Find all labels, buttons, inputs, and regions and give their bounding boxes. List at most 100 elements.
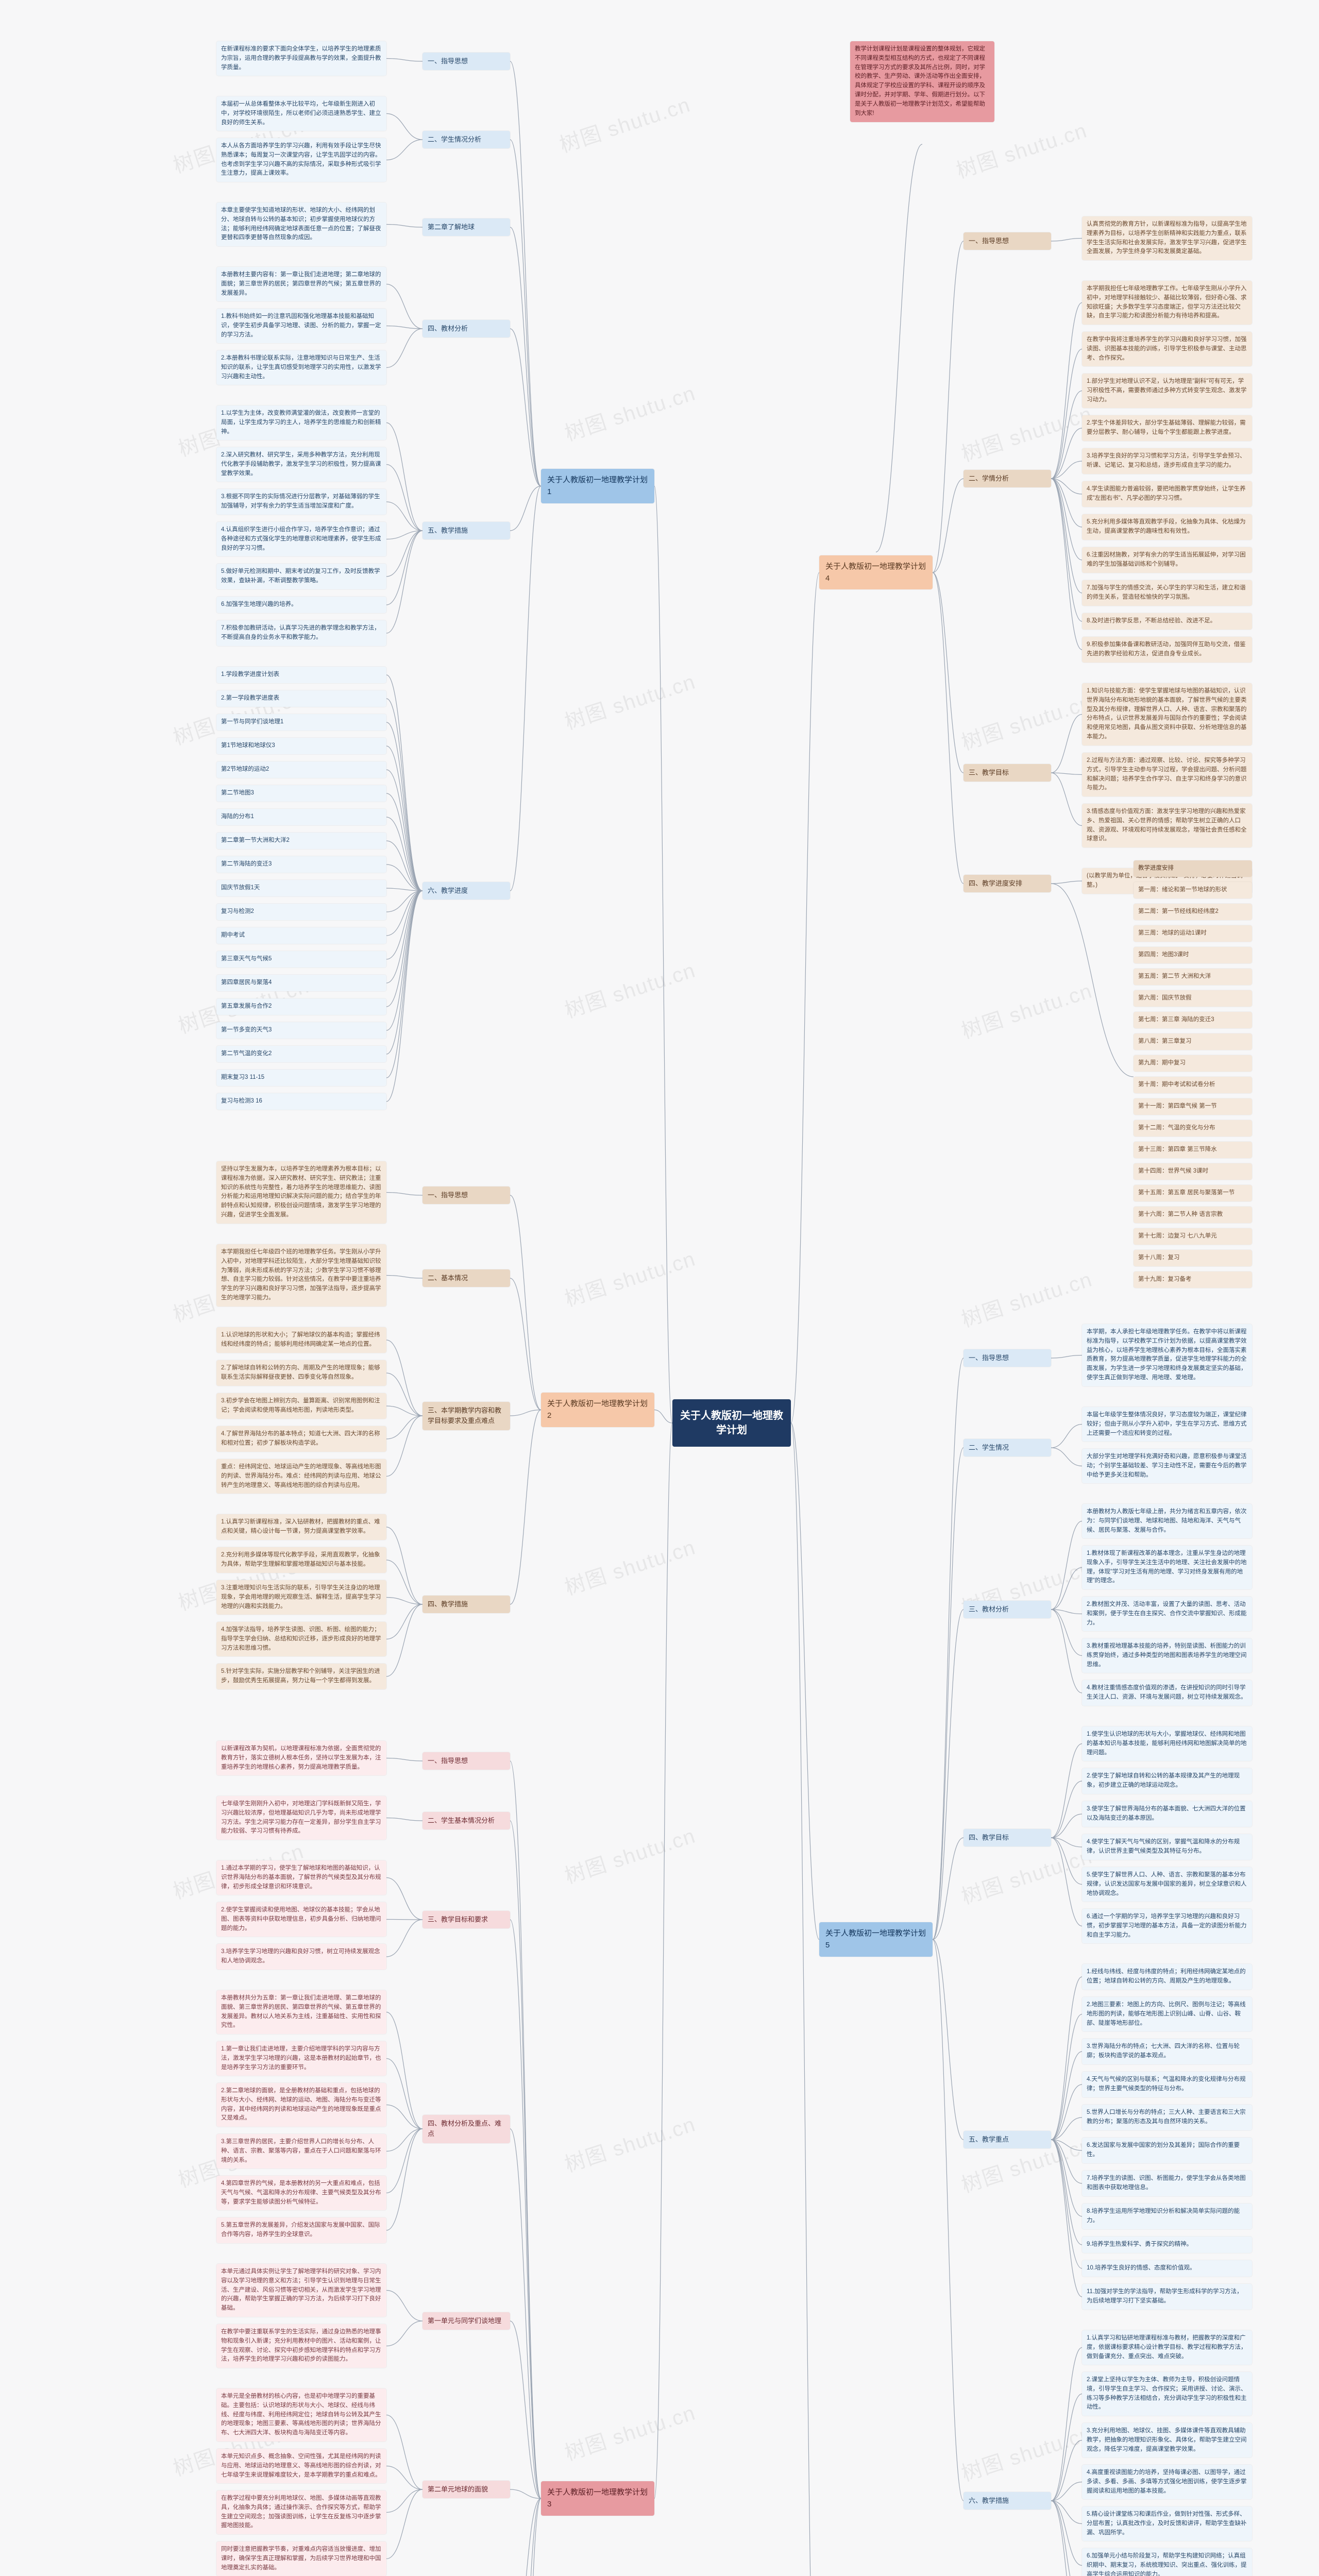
b5s3-leaf-0: 本册教材为人教版七年级上册，共分为绪言和五章内容，依次为：与同学们谈地理、地球和… [1082, 1504, 1252, 1538]
b1s6-leaf-17: 期末复习3 11-15 [216, 1070, 386, 1086]
b2s3-leaf-4: 重点：经纬网定位、地球运动产生的地理现象、等高线地形图的判读、世界海陆分布。难点… [216, 1459, 386, 1494]
b2s3: 三、本学期教学内容和教学目标要求及重点难点 [422, 1402, 510, 1430]
b5s3: 三、教材分析 [963, 1601, 1051, 1618]
b1s6-leaf-6: 海陆的分布1 [216, 809, 386, 825]
b5s5-leaf-6: 7.培养学生的读图、识图、析图能力，使学生学会从各类地图和图表中获取地理信息。 [1082, 2171, 1252, 2196]
b1s2-leaf-0: 本届初一从总体看整体水平比较平均，七年级新生刚进入初中，对学校环境很陌生，所以老… [216, 96, 386, 131]
b5s6: 六、教学措施 [963, 2492, 1051, 2510]
b2s4: 四、教学措施 [422, 1596, 510, 1613]
b1s6-leaf-5: 第二节地图3 [216, 785, 386, 802]
b1[interactable]: 关于人教版初一地理教学计划1 [541, 469, 654, 503]
b1s4-leaf-2: 2.本册教科书理论联系实际，注意地理知识与日常生产、生活知识的联系，让学生真切感… [216, 350, 386, 385]
b3s3-leaf-1: 2.使学生掌握阅读和使用地图、地球仪的基本技能；学会从地图、图表等资料中获取地理… [216, 1902, 386, 1937]
watermark: 树图 shutu.cn [957, 686, 1096, 756]
b1s1: 一、指导思想 [422, 53, 510, 70]
b2s4-leaf-3: 4.加强学法指导，培养学生读图、识图、析图、绘图的能力；指导学生学会归纳、总结和… [216, 1622, 386, 1656]
watermark: 树图 shutu.cn [957, 1840, 1096, 1910]
b5s6-leaf-4: 5.精心设计课堂练习和课后作业，做到针对性强、形式多样、分层布置；认真批改作业，… [1082, 2506, 1252, 2541]
b5s4-leaf-1: 2.使学生了解地球自转和公转的基本规律及其产生的地理现象，初步建立正确的地球运动… [1082, 1768, 1252, 1794]
b5s1-leaf-0: 本学期，本人承担七年级地理教学任务。在教学中将以新课程标准为指导，以学校教学工作… [1082, 1324, 1252, 1386]
watermark: 树图 shutu.cn [957, 1263, 1096, 1333]
b4s2-leaf-5: 4.学生读图能力普遍较弱，要把地图教学贯穿始终，让学生养成"左图右书"、凡学必图… [1082, 481, 1252, 507]
b1s6-leaf-13: 第四章居民与聚落4 [216, 975, 386, 991]
watermark: 树图 shutu.cn [555, 88, 694, 159]
b1s6-leaf-0: 1.学段教学进度计划表 [216, 667, 386, 683]
b3s4-leaf-3: 3.第三章世界的居民，主要介绍世界人口的增长与分布、人种、语言、宗教、聚落等内容… [216, 2134, 386, 2168]
b1s6-leaf-15: 第一节多变的天气3 [216, 1022, 386, 1039]
b4s2-leaf-1: 在教学中我将注重培养学生的学习兴趣和良好学习习惯，加强读图、识图基本技能的训练，… [1082, 332, 1252, 366]
b4s2-leaf-10: 9.积极参加集体备课和教研活动，加强同伴互助与交流，借鉴先进的教学经验和方法，促… [1082, 637, 1252, 663]
b1s3: 第二章了解地球 [422, 218, 510, 236]
b5s4-leaf-2: 3.使学生了解世界海陆分布的基本面貌、七大洲四大洋的位置以及海陆变迁的基本原因。 [1082, 1801, 1252, 1827]
b4s2-leaf-4: 3.培养学生良好的学习习惯和学习方法，引导学生学会预习、听课、记笔记、复习和总结… [1082, 448, 1252, 474]
b3s4-leaf-1: 1.第一章让我们走进地理，主要介绍地理学科的学习内容与方法，激发学生学习地理的兴… [216, 2041, 386, 2076]
b4s2-leaf-0: 本学期我担任七年级地理教学工作。七年级学生刚从小学升入初中，对地理学科接触较少、… [1082, 281, 1252, 325]
b5[interactable]: 关于人教版初一地理教学计划5 [819, 1922, 933, 1957]
b1s5-leaf-6: 7.积极参加教研活动，认真学习先进的教学理念和教学方法，不断提高自身的业务水平和… [216, 620, 386, 646]
b4s1-leaf-0: 认真贯彻党的教育方针，以新课程标准为指导，以提高学生地理素养为目标，以培养学生创… [1082, 216, 1252, 260]
b1s6-leaf-7: 第二章第一节大洲和大洋2 [216, 833, 386, 849]
b5s1: 一、指导思想 [963, 1349, 1051, 1367]
b4-sched-10: 第十周：期中考试和试卷分析 [1134, 1077, 1252, 1093]
b1s5-leaf-2: 3.根据不同学生的实际情况进行分层教学，对基础薄弱的学生加强辅导，对学有余力的学… [216, 489, 386, 515]
b1s2-leaf-1: 本人从各方面培养学生的学习兴趣，利用有效手段让学生尽快熟悉课本；每周复习一次课堂… [216, 138, 386, 182]
b5s6-leaf-1: 2.课堂上坚持以学生为主体、教师为主导，积极创设问题情境，引导学生自主学习、合作… [1082, 2372, 1252, 2416]
b4-sched-3: 第三周：地球的运动1课时 [1134, 925, 1252, 942]
watermark: 树图 shutu.cn [957, 2417, 1096, 2487]
b5s5-leaf-9: 10.培养学生良好的情感、态度和价值观。 [1082, 2260, 1252, 2277]
b3s4-leaf-2: 2.第二章地球的面貌，是全册教材的基础和重点，包括地球的形状与大小、经纬网、地球… [216, 2083, 386, 2127]
b5s3-leaf-2: 2.教材图文并茂、活动丰富，设置了大量的读图、思考、活动和案例，便于学生在自主探… [1082, 1597, 1252, 1631]
b4-sched-11: 第十一周：第四章气候 第一节 [1134, 1098, 1252, 1115]
b4-sched-15: 第十五周：第五章 居民与聚落第一节 [1134, 1185, 1252, 1201]
b1s6-leaf-14: 第五章发展与合作2 [216, 998, 386, 1015]
b4-sched-18: 第十八周：复习 [1134, 1250, 1252, 1266]
b1s5-leaf-4: 5.做好单元检测和期中、期末考试的复习工作，及时反馈教学效果，查缺补漏，不断调整… [216, 564, 386, 589]
b5s5-leaf-4: 5.世界人口增长与分布的特点；三大人种、主要语言和三大宗教的分布；聚落的形态及其… [1082, 2105, 1252, 2130]
b4s3-leaf-2: 3.情感态度与价值观方面：激发学生学习地理的兴趣和热爱家乡、热爱祖国、关心世界的… [1082, 804, 1252, 848]
b1s6-leaf-12: 第三章天气与气候5 [216, 951, 386, 968]
b5s3-leaf-1: 1.教材体现了新课程改革的基本理念，注重从学生身边的地理现象入手，引导学生关注生… [1082, 1546, 1252, 1589]
b5s5: 五、教学重点 [963, 2131, 1051, 2148]
b3[interactable]: 关于人教版初一地理教学计划3 [541, 2481, 654, 2516]
b1s5-leaf-1: 2.深入研究教材、研究学生，采用多种教学方法，充分利用现代化教学手段辅助教学，激… [216, 447, 386, 482]
b4s3: 三、教学目标 [963, 764, 1051, 782]
b1s5-leaf-0: 1.以学生为主体，改变教师满堂灌的做法，改变教师一言堂的局面，让学生成为学习的主… [216, 405, 386, 440]
b4-sched-17: 第十七周：边复习 七八九单元 [1134, 1228, 1252, 1245]
b1s6-leaf-1: 2.第一学段教学进度表 [216, 690, 386, 707]
watermark: 树图 shutu.cn [952, 114, 1091, 184]
b5s4-leaf-5: 6.通过一个学期的学习，培养学生学习地理的兴趣和良好习惯，初步掌握学习地理的基本… [1082, 1909, 1252, 1943]
b3s3-leaf-0: 1.通过本学期的学习，使学生了解地球和地图的基础知识，认识世界海陆分布的基本面貌… [216, 1860, 386, 1895]
b1s4-leaf-1: 1.教科书始终如一的注意巩固和强化地理基本技能和基础知识，使学生初步具备学习地理… [216, 309, 386, 343]
b4-sched-1: 第一周：绪论和第一节地球的形状 [1134, 882, 1252, 899]
b5s2: 二、学生情况 [963, 1439, 1051, 1456]
b5s4-leaf-0: 1.使学生认识地球的形状与大小，掌握地球仪、经纬网和地图的基本知识与基本技能，能… [1082, 1726, 1252, 1761]
b3s4: 四、教材分析及重点、难点 [422, 2115, 510, 2143]
b5s2-leaf-0: 本届七年级学生整体情况良好，学习态度较为端正，课堂纪律较好；但由于刚从小学升入初… [1082, 1407, 1252, 1442]
b2s4-leaf-2: 3.注重地理知识与生活实际的联系，引导学生关注身边的地理现象，学会用地理的眼光观… [216, 1580, 386, 1615]
b2s1-leaf-0: 坚持以学生发展为本，以培养学生的地理素养为根本目标；以课程标准为依据，深入研究教… [216, 1161, 386, 1224]
watermark: 树图 shutu.cn [561, 2396, 699, 2467]
b4-sched-2: 第二周：第一节经线和经纬度2 [1134, 904, 1252, 920]
b5s6-leaf-3: 4.高度重视读图能力的培养，坚持每课必图、以图导学，通过多读、多看、多画、多填等… [1082, 2465, 1252, 2499]
b5s5-leaf-5: 6.发达国家与发展中国家的划分及其差异；国际合作的重要性。 [1082, 2138, 1252, 2163]
b5s5-leaf-10: 11.加强对学生的学法指导，帮助学生形成科学的学习方法，为后续地理学习打下坚实基… [1082, 2284, 1252, 2310]
b2s4-leaf-1: 2.充分利用多媒体等现代化教学手段，采用直观教学，化抽象为具体，帮助学生理解和掌… [216, 1547, 386, 1573]
b4-sched-7: 第七周：第三章 海陆的变迁3 [1134, 1012, 1252, 1028]
watermark: 树图 shutu.cn [957, 397, 1096, 468]
b4-sched-19: 第十九周：复习备考 [1134, 1272, 1252, 1288]
b2[interactable]: 关于人教版初一地理教学计划2 [541, 1393, 654, 1427]
b2s3-leaf-1: 2.了解地球自转和公转的方向、周期及产生的地理现象；能够联系生活实际解释昼夜更替… [216, 1360, 386, 1386]
b4[interactable]: 关于人教版初一地理教学计划4 [819, 555, 933, 590]
b1s5-leaf-3: 4.认真组织学生进行小组合作学习，培养学生合作意识；通过各种途径和方式强化学生的… [216, 522, 386, 556]
b2s1: 一、指导思想 [422, 1187, 510, 1204]
watermark: 树图 shutu.cn [957, 974, 1096, 1045]
b2s3-leaf-2: 3.初步学会在地图上辨别方向、量算距离、识别常用图例和注记；学会阅读和使用等高线… [216, 1393, 386, 1419]
b1s6-leaf-3: 第1节地球和地球仪3 [216, 738, 386, 754]
b4-sched-13: 第十三周：第四章 第三节降水 [1134, 1142, 1252, 1158]
b4s2-leaf-7: 6.注重因材施教，对学有余力的学生适当拓展延伸，对学习困难的学生加强基础训练和个… [1082, 547, 1252, 573]
b4s2: 二、学情分析 [963, 470, 1051, 487]
b5s4-leaf-3: 4.使学生了解天气与气候的区别，掌握气温和降水的分布规律，认识世界主要气候类型及… [1082, 1834, 1252, 1860]
watermark: 树图 shutu.cn [561, 1242, 699, 1313]
b4s3-leaf-1: 2.过程与方法方面：通过观察、比较、讨论、探究等多种学习方式，引导学生主动参与学… [1082, 753, 1252, 796]
b4-sched-9: 第九周：期中复习 [1134, 1055, 1252, 1072]
